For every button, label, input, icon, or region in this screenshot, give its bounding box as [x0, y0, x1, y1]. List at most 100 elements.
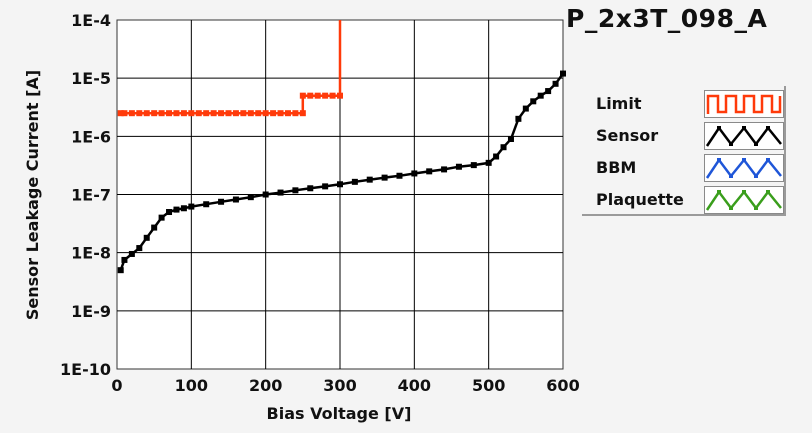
data-point-sensor — [500, 144, 507, 151]
data-point-limit — [270, 110, 277, 117]
data-point-sensor — [143, 234, 150, 241]
series-layer — [117, 20, 566, 274]
data-point-sensor — [455, 163, 462, 170]
data-point-sensor — [247, 194, 254, 201]
data-point-sensor — [121, 256, 128, 263]
data-point-sensor — [117, 267, 124, 274]
legend-label: BBM — [596, 158, 637, 177]
data-point-sensor — [218, 198, 225, 205]
triangle-wave-icon — [704, 122, 784, 150]
data-point-sensor — [351, 178, 358, 185]
legend-item-bbm[interactable]: BBM — [582, 153, 784, 183]
data-point-sensor — [166, 209, 173, 216]
data-point-limit — [210, 110, 217, 117]
x-tick-label: 600 — [546, 376, 579, 395]
data-point-limit — [307, 92, 314, 99]
data-point-sensor — [158, 214, 165, 221]
data-point-limit — [173, 110, 180, 117]
data-point-sensor — [203, 201, 210, 208]
data-point-limit — [329, 92, 336, 99]
triangle-wave-icon — [704, 154, 784, 182]
data-point-limit — [121, 110, 128, 117]
tick-labels: 0 100 200 300 400 500 600 1E-4 1E-5 1E-6 1E-7 1E-8 1… — [60, 11, 580, 395]
data-point-sensor — [151, 224, 158, 231]
y-tick-label: 1E-7 — [71, 186, 111, 205]
data-point-limit — [166, 110, 173, 117]
x-axis-title: Bias Voltage [V] — [267, 404, 412, 423]
data-point-limit — [151, 110, 158, 117]
data-point-sensor — [173, 206, 180, 213]
triangle-wave-icon — [704, 186, 784, 214]
y-tick-label: 1E-9 — [71, 302, 111, 321]
data-point-limit — [158, 110, 165, 117]
y-axis-title: Sensor Leakage Current [A] — [23, 70, 42, 320]
data-point-limit — [322, 92, 329, 99]
data-point-limit — [337, 92, 343, 99]
y-tick-label: 1E-4 — [71, 11, 111, 30]
data-point-limit — [225, 110, 232, 117]
data-point-sensor — [441, 166, 448, 173]
data-point-sensor — [180, 205, 187, 212]
data-point-limit — [128, 110, 135, 117]
legend-label: Sensor — [596, 126, 659, 145]
data-point-limit — [255, 110, 262, 117]
x-tick-label: 500 — [472, 376, 505, 395]
legend-label: Limit — [596, 94, 642, 113]
data-point-limit — [136, 110, 143, 117]
y-tick-label: 1E-8 — [71, 244, 111, 263]
data-point-limit — [314, 92, 321, 99]
legend-item-sensor[interactable]: Sensor — [582, 121, 784, 151]
data-point-sensor — [188, 203, 195, 210]
data-point-limit — [284, 110, 291, 117]
data-point-limit — [203, 110, 210, 117]
data-point-limit — [180, 110, 187, 117]
data-point-limit — [188, 110, 195, 117]
grid — [117, 20, 563, 369]
data-point-sensor — [507, 135, 514, 142]
data-point-sensor — [560, 70, 566, 77]
data-point-sensor — [530, 98, 537, 105]
x-tick-label: 100 — [175, 376, 208, 395]
legend-item-plaquette[interactable]: Plaquette — [582, 185, 784, 215]
data-point-limit — [218, 110, 225, 117]
data-point-sensor — [515, 115, 522, 122]
data-point-sensor — [128, 250, 135, 257]
data-point-sensor — [322, 183, 329, 190]
x-tick-label: 200 — [249, 376, 282, 395]
data-point-sensor — [262, 191, 269, 198]
data-point-sensor — [396, 172, 403, 179]
data-point-sensor — [381, 174, 388, 181]
data-point-sensor — [337, 181, 343, 188]
data-point-sensor — [522, 105, 529, 112]
square-wave-icon — [704, 90, 784, 118]
y-tick-label: 1E-10 — [60, 360, 111, 379]
data-point-sensor — [552, 80, 559, 87]
chart-title: P_2x3T_098_A — [566, 4, 768, 33]
data-point-limit — [277, 110, 284, 117]
data-point-limit — [195, 110, 202, 117]
x-tick-label: 400 — [398, 376, 431, 395]
data-point-limit — [262, 110, 269, 117]
data-point-sensor — [493, 153, 500, 160]
data-point-sensor — [485, 159, 492, 166]
data-point-sensor — [307, 185, 314, 192]
data-point-sensor — [545, 88, 552, 95]
data-point-limit — [117, 110, 124, 117]
data-point-limit — [299, 110, 306, 117]
data-point-limit — [240, 110, 247, 117]
data-point-sensor — [470, 162, 477, 169]
data-point-sensor — [411, 170, 418, 177]
data-point-limit — [247, 110, 254, 117]
data-point-limit — [143, 110, 150, 117]
data-point-sensor — [136, 245, 143, 252]
data-point-sensor — [426, 168, 433, 175]
data-point-limit — [232, 110, 239, 117]
legend-item-limit[interactable]: Limit — [582, 89, 784, 119]
data-point-limit — [299, 92, 306, 99]
x-tick-label: 300 — [323, 376, 356, 395]
data-point-sensor — [277, 189, 284, 196]
x-tick-label: 0 — [111, 376, 122, 395]
data-point-sensor — [537, 92, 544, 99]
